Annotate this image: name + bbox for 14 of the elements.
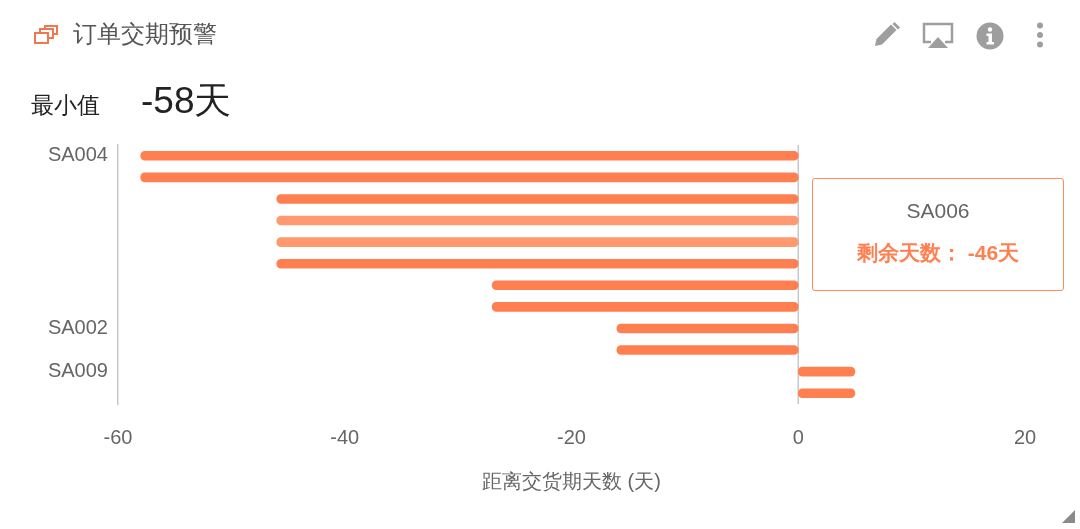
x-tick-label: -60: [103, 425, 133, 448]
x-tick-label: 20: [1013, 425, 1037, 448]
x-axis-title: 距离交货期天数 (天): [482, 469, 661, 492]
x-tick-label: -20: [557, 425, 586, 448]
annotation: SA006: [905, 198, 971, 224]
y-tick-label: SA009: [47, 359, 108, 382]
y-tick-label: SA002: [47, 315, 108, 338]
chart-title: 订单交期预警: [73, 19, 217, 49]
x-tick-label: 0: [792, 425, 804, 448]
annotation: 剩余天数： -46天: [855, 240, 1021, 266]
text: 最小值: [31, 91, 100, 120]
y-tick-label: SA004: [47, 143, 108, 166]
x-tick-label: -40: [330, 425, 360, 448]
text: -58天: [141, 79, 232, 123]
